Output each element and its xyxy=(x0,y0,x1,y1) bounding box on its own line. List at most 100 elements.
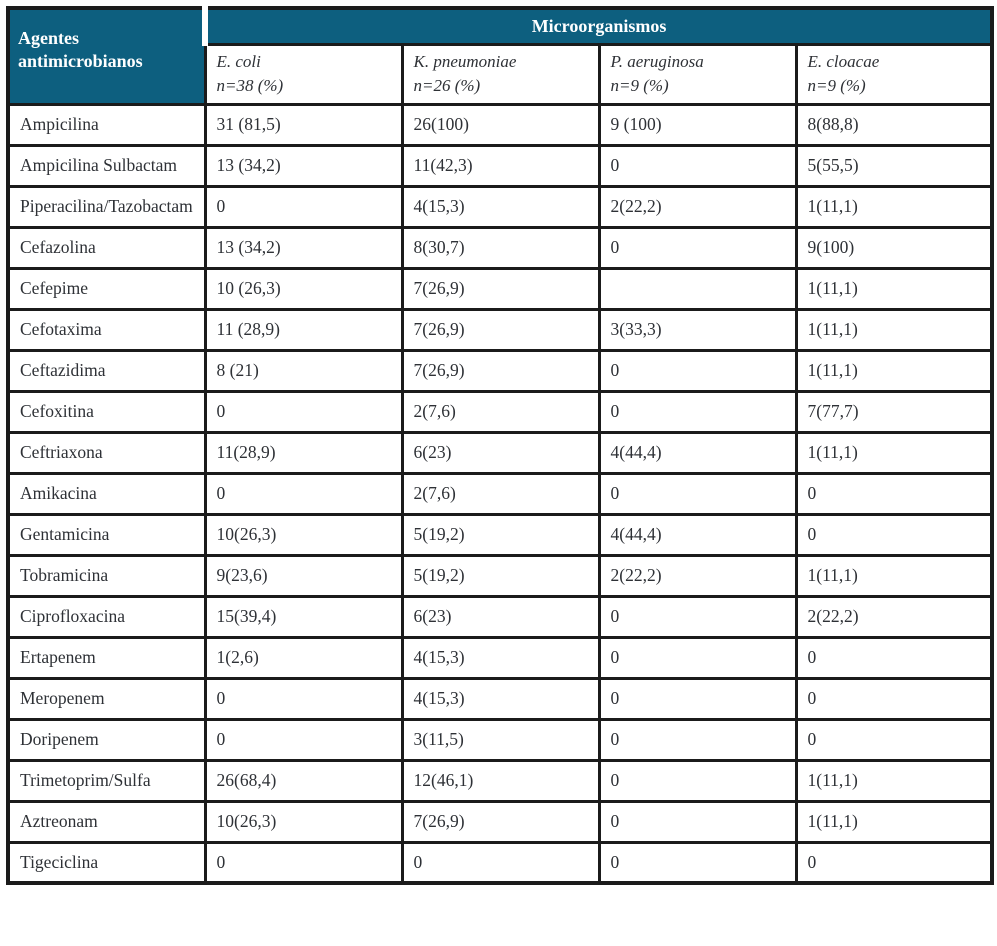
value-cell xyxy=(597,266,798,311)
value-cell: 3(11,5) xyxy=(400,717,601,762)
value-cell: 2(22,2) xyxy=(597,184,798,229)
value-cell: 0 xyxy=(597,840,798,885)
column-header: E. cloacae n=9 (%) xyxy=(794,42,994,106)
value-cell: 3(33,3) xyxy=(597,307,798,352)
table-row: Piperacilina/Tazobactam 0 4(15,3) 2(22,2) 1(… xyxy=(6,184,994,229)
value-cell: 1(11,1) xyxy=(794,184,994,229)
sample-size: n=26 (%) xyxy=(413,76,481,96)
column-header: K. pneumoniae n=26 (%) xyxy=(400,42,601,106)
value-cell: 2(7,6) xyxy=(400,471,601,516)
table-row: Doripenem 0 3(11,5) 0 0 xyxy=(6,717,994,762)
value-cell: 9(23,6) xyxy=(203,553,404,598)
value-cell: 0 xyxy=(597,799,798,844)
table-row: Meropenem 0 4(15,3) 0 0 xyxy=(6,676,994,721)
table-body: Ampicilina 31 (81,5) 26(100) 9 (100) 8(88,8)… xyxy=(6,102,994,885)
value-cell: 1(11,1) xyxy=(794,430,994,475)
value-cell: 31 (81,5) xyxy=(203,102,404,147)
agent-name: Ceftriaxona xyxy=(6,430,207,475)
species-name: P. aeruginosa xyxy=(610,51,704,71)
agent-name: Gentamicina xyxy=(6,512,207,557)
table-row: Tobramicina 9(23,6) 5(19,2) 2(22,2) 1(11,1) xyxy=(6,553,994,598)
table-row: Ertapenem 1(2,6) 4(15,3) 0 0 xyxy=(6,635,994,680)
sample-size: n=9 (%) xyxy=(807,76,866,96)
value-cell: 8(30,7) xyxy=(400,225,601,270)
agent-name: Ertapenem xyxy=(6,635,207,680)
table-row: Trimetoprim/Sulfa 26(68,4) 12(46,1) 0 1(11,1… xyxy=(6,758,994,803)
antimicrobial-resistance-table: Agentes antimicrobianos Microorganismos … xyxy=(6,6,995,886)
agent-name: Trimetoprim/Sulfa xyxy=(6,758,207,803)
value-cell: 0 xyxy=(597,635,798,680)
value-cell: 2(22,2) xyxy=(597,553,798,598)
value-cell: 0 xyxy=(794,635,994,680)
agent-name: Cefazolina xyxy=(6,225,207,270)
value-cell: 0 xyxy=(794,676,994,721)
value-cell: 1(11,1) xyxy=(794,266,994,311)
table-row: Ceftazidima 8 (21) 7(26,9) 0 1(11,1) xyxy=(6,348,994,393)
value-cell: 0 xyxy=(203,471,404,516)
agent-name: Ceftazidima xyxy=(6,348,207,393)
value-cell: 0 xyxy=(597,348,798,393)
value-cell: 0 xyxy=(597,225,798,270)
value-cell: 0 xyxy=(203,840,404,885)
table-row: Aztreonam 10(26,3) 7(26,9) 0 1(11,1) xyxy=(6,799,994,844)
value-cell: 0 xyxy=(794,717,994,762)
agent-name: Ampicilina Sulbactam xyxy=(6,143,207,188)
value-cell: 6(23) xyxy=(400,594,601,639)
species-name: E. coli xyxy=(216,51,261,71)
value-cell: 0 xyxy=(597,676,798,721)
value-cell: 1(2,6) xyxy=(203,635,404,680)
column-header: P. aeruginosa n=9 (%) xyxy=(597,42,798,106)
value-cell: 7(26,9) xyxy=(400,348,601,393)
value-cell: 10 (26,3) xyxy=(203,266,404,311)
value-cell: 8(88,8) xyxy=(794,102,994,147)
value-cell: 4(44,4) xyxy=(597,430,798,475)
value-cell: 7(26,9) xyxy=(400,799,601,844)
value-cell: 0 xyxy=(203,676,404,721)
table-row: Amikacina 0 2(7,6) 0 0 xyxy=(6,471,994,516)
sample-size: n=9 (%) xyxy=(610,76,669,96)
value-cell: 10(26,3) xyxy=(203,512,404,557)
agent-name: Cefepime xyxy=(6,266,207,311)
table-row: Ampicilina 31 (81,5) 26(100) 9 (100) 8(88,8) xyxy=(6,102,994,147)
value-cell: 7(77,7) xyxy=(794,389,994,434)
table-row: Tigeciclina 0 0 0 0 xyxy=(6,840,994,885)
value-cell: 9(100) xyxy=(794,225,994,270)
species-name: K. pneumoniae xyxy=(413,51,517,71)
corner-header-agentes-antimicrobianos: Agentes antimicrobianos xyxy=(6,6,207,106)
value-cell: 7(26,9) xyxy=(400,307,601,352)
value-cell: 0 xyxy=(597,758,798,803)
value-cell: 1(11,1) xyxy=(794,307,994,352)
value-cell: 26(100) xyxy=(400,102,601,147)
value-cell: 0 xyxy=(400,840,601,885)
value-cell: 1(11,1) xyxy=(794,758,994,803)
value-cell: 9 (100) xyxy=(597,102,798,147)
value-cell: 5(19,2) xyxy=(400,553,601,598)
value-cell: 0 xyxy=(597,143,798,188)
agent-name: Cefoxitina xyxy=(6,389,207,434)
value-cell: 4(15,3) xyxy=(400,676,601,721)
value-cell: 6(23) xyxy=(400,430,601,475)
agent-name: Tigeciclina xyxy=(6,840,207,885)
value-cell: 7(26,9) xyxy=(400,266,601,311)
value-cell: 15(39,4) xyxy=(203,594,404,639)
value-cell: 11(28,9) xyxy=(203,430,404,475)
value-cell: 0 xyxy=(203,717,404,762)
value-cell: 4(15,3) xyxy=(400,635,601,680)
value-cell: 4(15,3) xyxy=(400,184,601,229)
value-cell: 10(26,3) xyxy=(203,799,404,844)
agent-name: Ciprofloxacina xyxy=(6,594,207,639)
table-row: Cefepime 10 (26,3) 7(26,9) 1(11,1) xyxy=(6,266,994,311)
value-cell: 13 (34,2) xyxy=(203,143,404,188)
value-cell: 4(44,4) xyxy=(597,512,798,557)
value-cell: 8 (21) xyxy=(203,348,404,393)
value-cell: 0 xyxy=(794,471,994,516)
value-cell: 12(46,1) xyxy=(400,758,601,803)
agent-name: Amikacina xyxy=(6,471,207,516)
table-row: Cefotaxima 11 (28,9) 7(26,9) 3(33,3) 1(11,1) xyxy=(6,307,994,352)
value-cell: 0 xyxy=(203,184,404,229)
column-header-row: E. coli n=38 (%) K. pneumoniae n=26 (%) P. a… xyxy=(8,42,994,106)
value-cell: 2(22,2) xyxy=(794,594,994,639)
table-row: Cefazolina 13 (34,2) 8(30,7) 0 9(100) xyxy=(6,225,994,270)
agent-name: Doripenem xyxy=(6,717,207,762)
agent-name: Meropenem xyxy=(6,676,207,721)
